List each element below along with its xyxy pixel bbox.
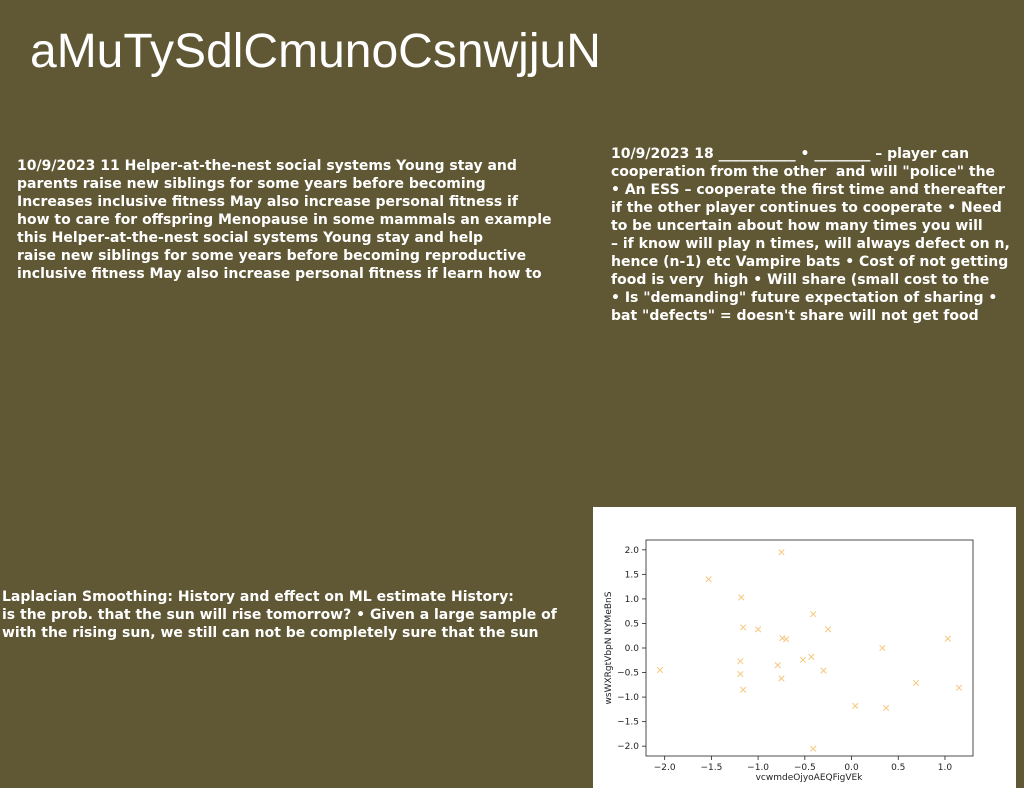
scatter-point (944, 635, 951, 642)
x-tick-label: −2.0 (654, 763, 676, 773)
scatter-chart: −2.0 −1.5 −1.0 −0.5 0.0 0.5 1.0 2.0 1.5 1.0 0.5 0.… (604, 539, 974, 783)
scatter-chart-panel: −2.0 −1.5 −1.0 −0.5 0.0 0.5 1.0 2.0 1.5 1.0 0.5 0.… (593, 507, 1016, 788)
scatter-point (738, 594, 745, 601)
scatter-point (774, 662, 781, 669)
y-tick-label: 1.0 (625, 595, 640, 605)
plot-frame (645, 539, 974, 757)
scatter-point (737, 658, 744, 665)
y-tick-label: −0.5 (617, 669, 639, 679)
page-title: aMuTySdlCmunoCsnwjjuN (30, 25, 601, 78)
scatter-point (879, 644, 886, 652)
scatter-point (740, 686, 747, 693)
scatter-point (912, 679, 920, 687)
x-tick-label: −1.0 (747, 763, 769, 773)
x-axis-label: vcwmdeOjyoAEQFigVEk (756, 773, 864, 783)
text-block-vampire-bats: 10/9/2023 18 ___________ • ________ – pl… (611, 146, 1010, 324)
scatter-point (955, 684, 963, 691)
x-tick-label: −1.5 (700, 763, 722, 773)
scatter-point (778, 549, 785, 556)
x-tick-label: 0.0 (844, 763, 859, 773)
scatter-point (754, 626, 762, 633)
y-tick-label: 2.0 (625, 546, 640, 556)
x-tick-label: 0.5 (891, 763, 905, 773)
scatter-point (852, 702, 859, 710)
scatter-point (782, 636, 790, 643)
scatter-point (778, 675, 785, 682)
y-tick-label: −1.0 (617, 693, 639, 703)
scatter-point (740, 624, 747, 631)
scatter-point (799, 656, 807, 663)
y-tick-label: 0.0 (625, 644, 640, 654)
scatter-point (820, 667, 827, 674)
y-axis-label: wsWXRgtVbpN NYMeBnS (604, 591, 614, 704)
x-tick-label: 1.0 (938, 763, 953, 773)
scatter-point (779, 635, 786, 642)
scatter-point (810, 745, 817, 752)
text-block-helper-at-the-nest: 10/9/2023 11 Helper-at-the-nest social s… (17, 158, 552, 282)
x-tick-label: −0.5 (794, 763, 816, 773)
y-tick-label: 0.5 (625, 619, 639, 629)
scatter-point (656, 666, 664, 674)
scatter-point (882, 704, 890, 712)
scatter-point (808, 653, 815, 660)
y-tick-label: −1.5 (617, 718, 639, 728)
text-block-laplacian-smoothing: Laplacian Smoothing: History and effect … (2, 589, 557, 641)
scatter-point (810, 610, 817, 618)
y-tick-label: 1.5 (625, 570, 639, 580)
scatter-point (825, 626, 832, 633)
y-tick-label: −2.0 (617, 742, 639, 752)
scatter-point (737, 670, 744, 678)
scatter-point (705, 576, 712, 583)
